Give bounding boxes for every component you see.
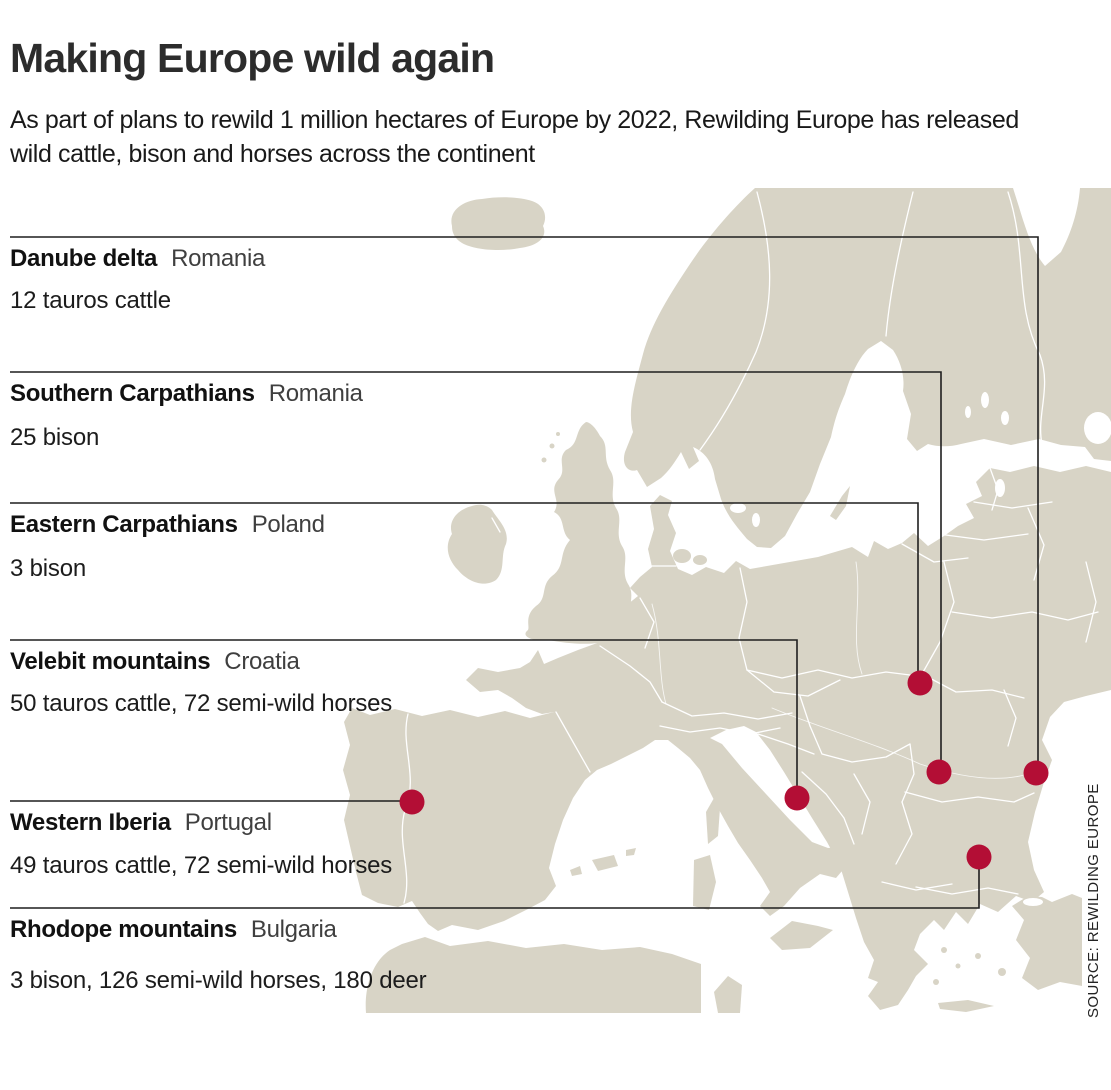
landmass-continent (343, 466, 1111, 1010)
location-name: Velebit mountains (10, 648, 211, 675)
page-subtitle: As part of plans to rewild 1 million hec… (10, 106, 1019, 169)
connector-rhodope (10, 857, 980, 909)
island-hebrides (549, 443, 555, 449)
location-country: Romania (268, 380, 363, 407)
label-western-iberia: Western Iberia Portugal (10, 809, 272, 837)
marker-eastern-carpathians (907, 670, 933, 696)
animals-danube-delta: 12 tauros cattle (10, 287, 171, 314)
island-aegean (955, 963, 961, 969)
location-name: Western Iberia (10, 809, 171, 836)
animals-southern-carpathians: 25 bison (10, 424, 100, 451)
lake-finland (981, 392, 989, 408)
marker-southern-carpathians (926, 759, 952, 785)
island-bornholm (759, 579, 765, 585)
marker-rhodope (966, 844, 992, 870)
island-funen (693, 555, 707, 565)
location-name: Danube delta (10, 245, 158, 272)
island-mallorca (592, 855, 618, 871)
connector-eastern-carpathians (10, 502, 919, 683)
island-crete (938, 1000, 994, 1012)
island-hebrides (556, 432, 560, 436)
location-name: Southern Carpathians (10, 380, 255, 407)
location-country: Romania (171, 245, 266, 272)
landmass-north-africa-east (714, 976, 742, 1013)
location-markers (399, 670, 1049, 870)
source-credit: SOURCE: REWILDING EUROPE (1085, 783, 1102, 1018)
page-title: Making Europe wild again (10, 35, 495, 82)
island-aegean (933, 979, 939, 985)
label-eastern-carpathians: Eastern Carpathians Poland (10, 511, 325, 539)
island-aegean (975, 953, 981, 959)
location-country: Bulgaria (250, 916, 337, 943)
location-name: Rhodope mountains (10, 916, 237, 943)
lake-finland (965, 406, 971, 418)
label-velebit: Velebit mountains Croatia (10, 648, 300, 676)
island-hebrides (541, 457, 547, 463)
island-corsica (706, 798, 720, 844)
connector-velebit (10, 639, 798, 798)
connector-southern-carpathians (10, 371, 942, 772)
landmass-ireland (447, 504, 507, 584)
marker-western-iberia (399, 789, 425, 815)
connector-lines (10, 236, 1039, 909)
landmass-great-britain (525, 422, 635, 644)
label-danube-delta: Danube delta Romania (10, 245, 265, 273)
animals-eastern-carpathians: 3 bison (10, 555, 86, 582)
island-zealand (673, 549, 691, 563)
lake-finland (1001, 411, 1009, 425)
lake-ladoga (1084, 412, 1111, 444)
lake-vattern (752, 513, 760, 527)
animals-western-iberia: 49 tauros cattle, 72 semi-wild horses (10, 852, 393, 879)
location-name: Eastern Carpathians (10, 511, 238, 538)
label-southern-carpathians: Southern Carpathians Romania (10, 380, 363, 408)
label-rhodope: Rhodope mountains Bulgaria (10, 916, 337, 944)
island-menorca (626, 848, 636, 856)
landmass-turkey (1012, 894, 1082, 990)
landmass-north-africa (365, 937, 701, 1013)
landmass-scandinavia (623, 188, 1111, 548)
island-aegean (941, 947, 947, 953)
lake-vanern (730, 503, 746, 513)
island-rhodes (998, 968, 1006, 976)
sea-of-marmara (1023, 898, 1043, 906)
animals-velebit: 50 tauros cattle, 72 semi-wild horses (10, 690, 393, 717)
island-sicily (770, 921, 833, 950)
marker-danube-delta (1023, 760, 1049, 786)
location-country: Croatia (224, 648, 300, 675)
location-country: Portugal (184, 809, 272, 836)
island-sardinia (693, 855, 716, 910)
island-ibiza (570, 866, 582, 876)
animals-rhodope: 3 bison, 126 semi-wild horses, 180 deer (10, 967, 427, 994)
landmass-iceland (451, 197, 546, 251)
marker-velebit (784, 785, 810, 811)
connector-danube-delta (10, 236, 1039, 773)
location-country: Poland (251, 511, 325, 538)
